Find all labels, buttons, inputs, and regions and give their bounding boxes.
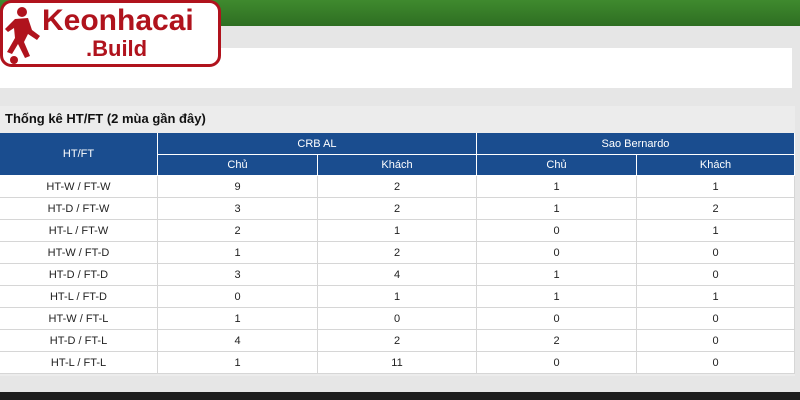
logo-suffix: .Build <box>86 36 147 61</box>
value-cell: 2 <box>318 198 477 220</box>
row-label: HT-L / FT-D <box>0 286 158 308</box>
row-label: HT-L / FT-L <box>0 352 158 374</box>
value-cell: 0 <box>477 220 637 242</box>
value-cell: 0 <box>637 242 795 264</box>
column-header: Chủ <box>158 155 318 176</box>
value-cell: 0 <box>477 242 637 264</box>
value-cell: 0 <box>637 264 795 286</box>
value-cell: 1 <box>477 286 637 308</box>
value-cell: 9 <box>158 176 318 198</box>
value-cell: 1 <box>637 220 795 242</box>
value-cell: 0 <box>477 352 637 374</box>
row-label: HT-W / FT-L <box>0 308 158 330</box>
value-cell: 0 <box>477 308 637 330</box>
value-cell: 11 <box>318 352 477 374</box>
group-header: CRB AL <box>158 133 477 155</box>
value-cell: 0 <box>637 308 795 330</box>
value-cell: 4 <box>158 330 318 352</box>
logo-icon <box>5 7 40 64</box>
value-cell: 1 <box>477 264 637 286</box>
value-cell: 2 <box>637 198 795 220</box>
value-cell: 1 <box>477 198 637 220</box>
value-cell: 1 <box>158 242 318 264</box>
value-cell: 4 <box>318 264 477 286</box>
value-cell: 3 <box>158 264 318 286</box>
value-cell: 1 <box>637 176 795 198</box>
value-cell: 2 <box>318 176 477 198</box>
row-label: HT-D / FT-D <box>0 264 158 286</box>
value-cell: 1 <box>318 220 477 242</box>
value-cell: 1 <box>158 352 318 374</box>
value-cell: 2 <box>318 242 477 264</box>
group-header: Sao Bernardo <box>477 133 795 155</box>
value-cell: 1 <box>158 308 318 330</box>
column-header: Khách <box>318 155 477 176</box>
value-cell: 1 <box>477 176 637 198</box>
value-cell: 0 <box>637 352 795 374</box>
row-label: HT-W / FT-W <box>0 176 158 198</box>
column-header: Khách <box>637 155 795 176</box>
value-cell: 1 <box>318 286 477 308</box>
row-label: HT-W / FT-D <box>0 242 158 264</box>
value-cell: 2 <box>477 330 637 352</box>
value-cell: 0 <box>158 286 318 308</box>
row-label: HT-D / FT-W <box>0 198 158 220</box>
column-header: Chủ <box>477 155 637 176</box>
section-title: Thống kê HT/FT (2 mùa gần đây) <box>5 111 206 126</box>
value-cell: 3 <box>158 198 318 220</box>
value-cell: 0 <box>637 330 795 352</box>
header-label: HT/FT <box>0 133 158 176</box>
bottom-bar <box>0 392 800 400</box>
value-cell: 2 <box>158 220 318 242</box>
value-cell: 2 <box>318 330 477 352</box>
logo[interactable]: Keonhacai .Build <box>0 0 222 68</box>
row-label: HT-D / FT-L <box>0 330 158 352</box>
value-cell: 1 <box>637 286 795 308</box>
row-label: HT-L / FT-W <box>0 220 158 242</box>
logo-name: Keonhacai <box>42 4 194 37</box>
value-cell: 0 <box>318 308 477 330</box>
logo-frame <box>0 0 221 67</box>
